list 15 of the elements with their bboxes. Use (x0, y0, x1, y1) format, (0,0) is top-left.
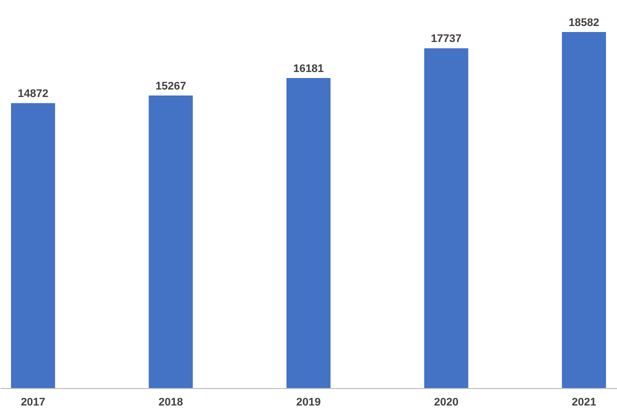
bar (562, 32, 606, 388)
data-label: 17737 (430, 33, 462, 46)
x-tick-label: 2019 (296, 396, 321, 408)
x-tick-label: 2018 (158, 396, 184, 408)
x-tick-label: 2017 (20, 396, 46, 408)
bar (424, 48, 468, 388)
bar (148, 96, 193, 388)
x-tick-label: 2021 (572, 396, 596, 408)
x-tick-label: 2020 (434, 396, 458, 408)
bar (11, 103, 56, 388)
data-label: 16181 (293, 63, 324, 75)
bar (286, 78, 331, 388)
data-label: 15267 (155, 80, 186, 93)
data-label: 18582 (568, 17, 600, 29)
data-label: 14872 (18, 88, 48, 100)
